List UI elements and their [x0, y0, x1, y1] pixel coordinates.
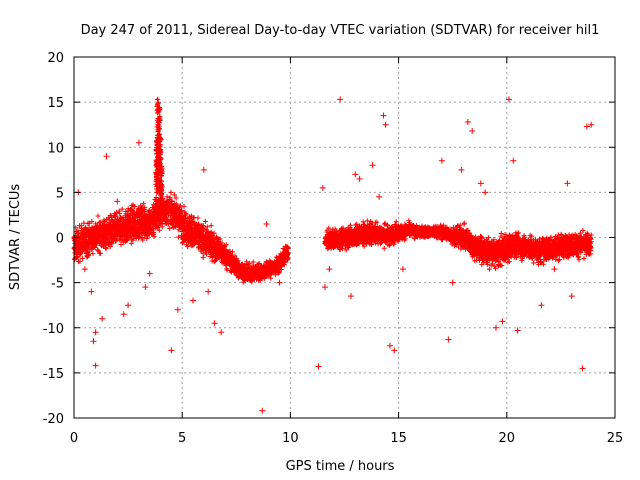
data-point: [86, 220, 92, 226]
data-point: [128, 240, 134, 246]
data-point: [136, 206, 142, 212]
data-point: [92, 244, 98, 250]
data-point: [177, 203, 183, 209]
data-point: [171, 192, 177, 198]
data-point: [202, 218, 208, 224]
data-point: [145, 233, 151, 239]
data-point: [195, 215, 201, 221]
data-point: [498, 231, 504, 237]
data-point: [103, 245, 109, 251]
data-point: [499, 263, 505, 269]
data-point: [95, 247, 101, 253]
data-point: [208, 223, 214, 229]
data-point: [173, 195, 179, 201]
data-point: [140, 237, 146, 243]
data-point: [381, 245, 387, 251]
data-point: [156, 227, 162, 233]
data-point: [97, 219, 103, 225]
data-point: [97, 250, 103, 256]
data-point: [90, 251, 96, 257]
data-point: [79, 255, 85, 261]
data-point: [118, 242, 124, 248]
data-point: [168, 189, 174, 195]
data-point: [113, 212, 119, 218]
data-point: [103, 246, 109, 252]
data-point: [174, 201, 180, 207]
data-point: [75, 228, 81, 234]
data-point: [109, 241, 115, 247]
data-point: [86, 253, 92, 259]
data-points: [71, 96, 595, 414]
data-point: [250, 259, 256, 265]
data-point: [76, 230, 82, 236]
data-point: [200, 255, 206, 261]
data-point: [89, 219, 95, 225]
data-point: [167, 225, 173, 231]
data-point: [130, 237, 136, 243]
data-point: [117, 210, 123, 216]
data-point: [107, 244, 113, 250]
data-point: [78, 223, 84, 229]
data-point: [129, 208, 135, 214]
data-point: [74, 255, 80, 261]
data-point: [179, 207, 185, 213]
data-point: [144, 235, 150, 241]
data-point: [132, 203, 138, 209]
data-point: [119, 206, 125, 212]
data-point: [141, 201, 147, 207]
data-point: [77, 259, 83, 265]
data-point: [114, 209, 120, 215]
data-point: [393, 219, 399, 225]
data-point: [124, 237, 130, 243]
data-point: [118, 214, 124, 220]
data-point: [96, 220, 102, 226]
grid-lines: [74, 57, 615, 418]
data-point: [167, 195, 173, 201]
data-point: [142, 205, 148, 211]
chart-title: Day 247 of 2011, Sidereal Day-to-day VTE…: [81, 23, 600, 38]
data-point: [170, 225, 176, 231]
data-point: [164, 194, 170, 200]
data-point: [95, 213, 101, 219]
data-point: [169, 198, 175, 204]
data-point: [151, 233, 157, 239]
